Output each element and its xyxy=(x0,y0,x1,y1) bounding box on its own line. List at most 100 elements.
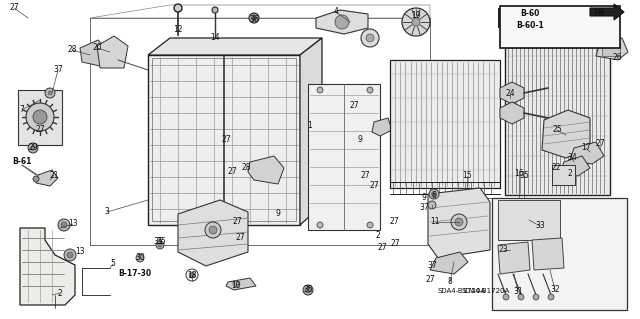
Text: 27: 27 xyxy=(389,218,399,226)
Text: 15: 15 xyxy=(462,172,472,181)
Polygon shape xyxy=(20,228,75,305)
Circle shape xyxy=(317,222,323,228)
Text: 27: 27 xyxy=(221,136,231,145)
Polygon shape xyxy=(372,118,392,136)
Text: 6: 6 xyxy=(431,191,436,201)
Circle shape xyxy=(28,143,38,153)
Text: 24: 24 xyxy=(505,90,515,99)
Text: 29: 29 xyxy=(28,144,38,152)
Circle shape xyxy=(58,219,70,231)
Text: 25: 25 xyxy=(552,125,562,135)
Text: 32: 32 xyxy=(550,286,560,294)
Text: B-60: B-60 xyxy=(520,10,540,19)
Text: 16: 16 xyxy=(514,169,524,179)
Polygon shape xyxy=(505,25,610,195)
Text: 14: 14 xyxy=(210,33,220,42)
Circle shape xyxy=(431,191,436,197)
Text: SDA4-B1720A: SDA4-B1720A xyxy=(462,288,510,294)
Text: B-60-1: B-60-1 xyxy=(516,20,544,29)
Text: 3: 3 xyxy=(104,207,109,217)
Circle shape xyxy=(189,272,195,278)
Polygon shape xyxy=(226,278,256,290)
Text: 12: 12 xyxy=(173,26,183,34)
Text: 2: 2 xyxy=(568,169,572,179)
Polygon shape xyxy=(148,38,322,55)
Bar xyxy=(498,8,500,28)
Polygon shape xyxy=(430,252,468,274)
Text: 28: 28 xyxy=(241,164,251,173)
Bar xyxy=(150,57,298,223)
Text: 17: 17 xyxy=(581,144,591,152)
Circle shape xyxy=(252,16,257,20)
Circle shape xyxy=(303,285,313,295)
Text: 27: 27 xyxy=(390,240,400,249)
Circle shape xyxy=(335,15,349,29)
Polygon shape xyxy=(596,38,628,60)
Text: 33: 33 xyxy=(535,221,545,231)
Text: 27: 27 xyxy=(425,276,435,285)
Text: 34: 34 xyxy=(567,153,577,162)
Polygon shape xyxy=(316,10,368,34)
Text: 22: 22 xyxy=(551,162,561,172)
Text: 2: 2 xyxy=(376,232,380,241)
Text: 35: 35 xyxy=(156,238,166,247)
Text: SDA4-B1720A: SDA4-B1720A xyxy=(438,288,486,294)
Polygon shape xyxy=(97,36,128,68)
Circle shape xyxy=(518,294,524,300)
Text: 27: 27 xyxy=(349,101,359,110)
Circle shape xyxy=(64,249,76,261)
Circle shape xyxy=(209,226,217,234)
Circle shape xyxy=(158,243,162,247)
Circle shape xyxy=(451,214,467,230)
Text: 26: 26 xyxy=(612,54,622,63)
Circle shape xyxy=(26,103,54,131)
Circle shape xyxy=(205,222,221,238)
Circle shape xyxy=(136,254,144,262)
Text: 37: 37 xyxy=(53,65,63,75)
Polygon shape xyxy=(178,200,248,266)
Circle shape xyxy=(45,88,55,98)
Bar xyxy=(498,200,560,240)
Text: 27: 27 xyxy=(369,182,379,190)
Circle shape xyxy=(367,87,373,93)
Text: 30: 30 xyxy=(135,254,145,263)
Text: 35: 35 xyxy=(303,286,313,294)
Circle shape xyxy=(455,218,463,226)
Bar xyxy=(602,44,620,56)
Text: 27: 27 xyxy=(360,170,370,180)
Text: 9: 9 xyxy=(422,194,426,203)
Circle shape xyxy=(212,7,218,13)
Text: 20: 20 xyxy=(92,43,102,53)
Polygon shape xyxy=(36,170,58,186)
Circle shape xyxy=(412,18,420,26)
Text: 27: 27 xyxy=(595,139,605,149)
Text: 21: 21 xyxy=(49,170,59,180)
Polygon shape xyxy=(428,188,490,258)
Polygon shape xyxy=(560,156,590,176)
Polygon shape xyxy=(308,84,380,230)
Text: 9: 9 xyxy=(276,210,280,219)
Polygon shape xyxy=(148,55,300,225)
Polygon shape xyxy=(542,110,590,158)
Text: 37: 37 xyxy=(427,262,437,271)
Circle shape xyxy=(249,13,259,23)
Text: 9: 9 xyxy=(358,136,362,145)
Text: 4: 4 xyxy=(333,8,339,17)
Text: 8: 8 xyxy=(447,278,452,286)
Polygon shape xyxy=(390,60,500,188)
Circle shape xyxy=(61,222,67,228)
Text: 27: 27 xyxy=(9,4,19,12)
Text: 37: 37 xyxy=(419,204,429,212)
Text: 27: 27 xyxy=(227,167,237,176)
Circle shape xyxy=(31,146,35,150)
Circle shape xyxy=(67,252,73,258)
Text: B-17-30: B-17-30 xyxy=(118,269,152,278)
Text: 10: 10 xyxy=(231,280,241,290)
Polygon shape xyxy=(500,102,524,124)
Circle shape xyxy=(233,281,239,287)
Circle shape xyxy=(503,294,509,300)
Polygon shape xyxy=(300,38,322,225)
Text: 27: 27 xyxy=(377,243,387,253)
Bar xyxy=(492,198,627,310)
Polygon shape xyxy=(500,82,524,104)
